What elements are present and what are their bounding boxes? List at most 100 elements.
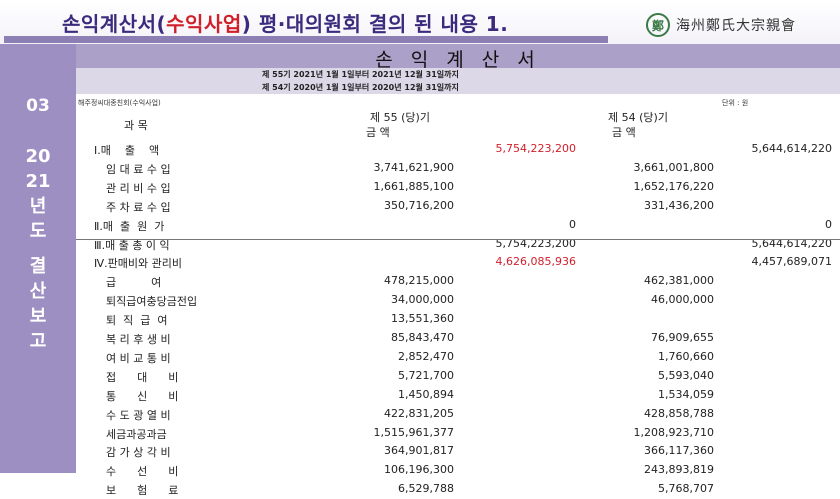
column-header-current-year: 제 55 (당)기	[370, 111, 430, 124]
statement-row: 접 대 비 5,721,700 5,593,040	[76, 369, 840, 386]
row-amount-c1: 1,661,885,100	[373, 179, 454, 193]
row-amount-c3: 331,436,200	[644, 198, 714, 212]
section-number: 03	[26, 96, 50, 116]
row-amount-c1: 364,901,817	[384, 444, 454, 458]
row-amount-c3: 428,858,788	[644, 406, 714, 420]
row-amount-c3: 366,117,360	[644, 444, 714, 458]
row-amount-c1: 3,741,621,900	[373, 160, 454, 174]
statement-row: 수 선 비 106,196,300 243,893,819	[76, 463, 840, 480]
unit-label: 단위 : 원	[722, 99, 749, 107]
row-amount-c3: 243,893,819	[644, 463, 714, 477]
section-label-vertical: 20 21 년 도 결 산 보 고	[0, 144, 76, 354]
row-account-name: 주 차 료 수 입	[106, 200, 171, 214]
row-account-name: 통 신 비	[106, 389, 179, 403]
emblem-icon: 鄭	[646, 13, 670, 37]
row-amount-c1: 1,450,894	[398, 387, 454, 401]
row-amount-c1: 6,529,788	[398, 482, 454, 496]
statement-row: 감 가 상 각 비 364,901,817 366,117,360	[76, 444, 840, 461]
row-amount-c1: 106,196,300	[384, 463, 454, 477]
row-amount-c3: 1,760,660	[658, 349, 714, 363]
title-underline-bar	[4, 36, 608, 43]
sidebar: 03 20 21 년 도 결 산 보 고	[0, 44, 76, 473]
row-amount-c2: 4,626,085,936	[495, 255, 576, 269]
row-amount-c3: 1,652,176,220	[633, 179, 714, 193]
row-account-name: Ⅳ.판매비와 관리비	[94, 257, 182, 271]
row-account-name: 관 리 비 수 입	[106, 181, 171, 195]
row-amount-c1: 13,551,360	[391, 312, 454, 326]
title-part-a: 손익계산서(	[62, 12, 167, 36]
row-account-name: 감 가 상 각 비	[106, 446, 171, 460]
income-statement: 손 익 계 산 서 제 55기 2021년 1월 1일부터 2021년 12월 …	[76, 44, 840, 497]
row-account-name: 임 대 료 수 입	[106, 162, 171, 176]
row-account-name: 보 험 료	[106, 484, 179, 498]
title-accent: 수익사업	[166, 12, 242, 36]
row-amount-c3: 1,208,923,710	[633, 425, 714, 439]
period-current: 제 55기 2021년 1월 1일부터 2021년 12월 31일까지	[262, 70, 459, 79]
column-header-prior-amount: 금 액	[612, 126, 636, 139]
row-amount-c3: 3,661,001,800	[633, 160, 714, 174]
section-divider	[76, 239, 840, 240]
sidebar-char: 고	[29, 331, 47, 352]
sidebar-char: 년	[29, 196, 47, 217]
statement-row: Ⅱ.매 출 원 가 0 0	[76, 218, 840, 235]
statement-row: 주 차 료 수 입 350,716,200 331,436,200	[76, 199, 840, 216]
sidebar-char: 보	[29, 306, 47, 327]
row-amount-c2: 5,754,223,200	[495, 142, 576, 155]
sidebar-char: 21	[25, 171, 51, 192]
row-amount-c1: 34,000,000	[391, 293, 454, 307]
statement-row: 세금과공과금 1,515,961,377 1,208,923,710	[76, 426, 840, 443]
row-amount-c3: 76,909,655	[651, 331, 714, 344]
row-account-name: 수 도 광 열 비	[106, 408, 171, 422]
statement-row: 여 비 교 통 비 2,852,470 1,760,660	[76, 350, 840, 367]
row-amount-c4: 0	[825, 217, 832, 231]
company-name: 해주정씨대종친회(수익사업)	[78, 99, 161, 107]
statement-row: 퇴 직 급 여 13,551,360	[76, 312, 840, 329]
statement-header-band: 손 익 계 산 서	[76, 44, 840, 71]
row-amount-c1: 1,515,961,377	[373, 425, 454, 439]
row-amount-c2: 0	[569, 217, 576, 231]
logo-text: 海州鄭氏大宗親會	[676, 18, 796, 34]
statement-row: 복 리 후 생 비 85,843,470 76,909,655	[76, 331, 840, 348]
row-amount-c1: 85,843,470	[391, 331, 454, 344]
sidebar-char: 20	[25, 146, 51, 167]
statement-row: 퇴직급여충당금전입 34,000,000 46,000,000	[76, 293, 840, 310]
row-amount-c1: 350,716,200	[384, 198, 454, 212]
row-account-name: Ⅰ.매 출 액	[94, 144, 160, 157]
statement-row: 수 도 광 열 비 422,831,205 428,858,788	[76, 407, 840, 424]
column-header-prior-year: 제 54 (당)기	[608, 111, 668, 124]
row-amount-c4: 5,644,614,220	[751, 142, 832, 155]
row-amount-c3: 462,381,000	[644, 274, 714, 288]
organization-logo: 鄭 海州鄭氏大宗親會	[646, 12, 796, 38]
row-amount-c4: 4,457,689,071	[751, 255, 832, 269]
column-header-item: 과 목	[124, 119, 148, 132]
row-amount-c3: 5,768,707	[658, 482, 714, 496]
row-account-name: 수 선 비	[106, 465, 179, 479]
slide-header: 손익계산서(수익사업) 평·대의원회 결의 된 내용 1. 鄭 海州鄭氏大宗親會	[0, 0, 840, 44]
column-header-current-amount: 금 액	[366, 126, 390, 139]
title-part-b: ) 평·대의원회 결의 된 내용 1.	[241, 12, 509, 36]
row-account-name: 퇴 직 급 여	[106, 314, 168, 328]
statement-row: Ⅳ.판매비와 관리비 4,626,085,936 4,457,689,071	[76, 255, 840, 272]
period-band	[76, 68, 840, 94]
row-account-name: Ⅱ.매 출 원 가	[94, 219, 165, 233]
row-amount-c3: 46,000,000	[651, 293, 714, 307]
sidebar-char: 결	[29, 256, 47, 277]
statement-row: 통 신 비 1,450,894 1,534,059	[76, 388, 840, 405]
row-amount-c1: 2,852,470	[398, 349, 454, 363]
row-account-name: Ⅲ.매 출 총 이 익	[94, 238, 170, 252]
row-account-name: 퇴직급여충당금전입	[106, 295, 198, 309]
statement-row: 급 여 478,215,000 462,381,000	[76, 274, 840, 291]
row-amount-c3: 1,534,059	[658, 387, 714, 401]
row-amount-c1: 5,721,700	[398, 368, 454, 382]
sidebar-char: 도	[29, 221, 47, 242]
statement-title: 손 익 계 산 서	[375, 49, 541, 71]
statement-row: 임 대 료 수 입 3,741,621,900 3,661,001,800	[76, 161, 840, 178]
row-account-name: 접 대 비	[106, 370, 179, 384]
slide-title: 손익계산서(수익사업) 평·대의원회 결의 된 내용 1.	[62, 8, 508, 37]
statement-row: 보 험 료 6,529,788 5,768,707	[76, 482, 840, 499]
row-account-name: 세금과공과금	[106, 427, 167, 441]
row-account-name: 복 리 후 생 비	[106, 333, 171, 346]
row-amount-c1: 422,831,205	[384, 406, 454, 420]
sidebar-char: 산	[29, 281, 47, 302]
row-account-name: 여 비 교 통 비	[106, 351, 171, 365]
